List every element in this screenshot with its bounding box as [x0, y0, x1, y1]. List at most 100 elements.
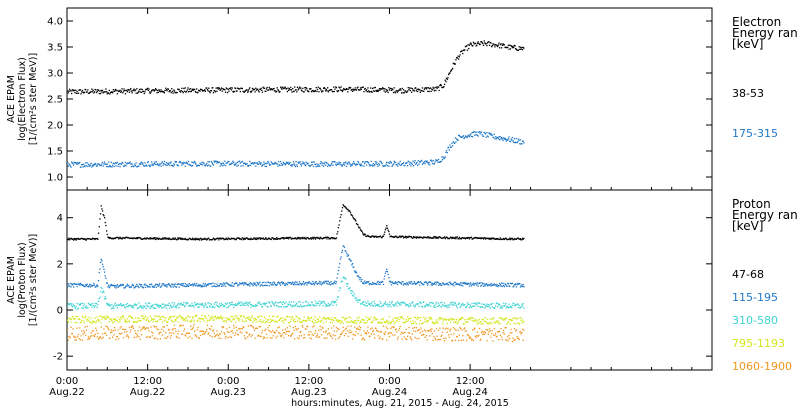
data-point [329, 164, 331, 167]
data-point [124, 328, 127, 331]
data-point [257, 335, 259, 337]
data-point [468, 306, 471, 309]
data-point [165, 304, 167, 306]
data-point [362, 319, 364, 321]
data-point [431, 318, 433, 320]
data-point [486, 329, 489, 331]
data-point [130, 317, 133, 319]
data-point [245, 331, 247, 333]
data-point [417, 236, 419, 239]
data-point [269, 238, 271, 240]
data-point [345, 165, 348, 167]
data-point [143, 326, 145, 328]
data-point [454, 142, 456, 144]
data-point [462, 49, 464, 51]
data-point [124, 286, 127, 288]
data-point [367, 282, 369, 284]
electron-series-1 [67, 130, 525, 168]
data-point [345, 321, 348, 323]
data-point [435, 89, 437, 92]
data-point [79, 322, 82, 324]
data-point [68, 237, 70, 239]
data-point [159, 332, 161, 334]
data-point [112, 318, 114, 320]
data-point [118, 338, 120, 340]
data-point [486, 132, 488, 134]
data-point [334, 334, 336, 337]
data-point [211, 306, 213, 309]
data-point [99, 218, 101, 220]
data-point [313, 284, 315, 286]
data-point [95, 329, 98, 332]
data-point [298, 237, 301, 239]
data-point [222, 88, 224, 90]
data-point [386, 271, 389, 273]
data-point [196, 238, 198, 241]
data-point [411, 281, 413, 283]
data-point [198, 165, 200, 167]
data-point [474, 134, 476, 136]
data-point [108, 161, 110, 163]
data-point [470, 133, 472, 135]
data-point [504, 46, 506, 49]
data-point [113, 165, 115, 168]
data-point [359, 277, 362, 279]
data-point [142, 286, 145, 289]
data-point [232, 332, 234, 334]
data-point [217, 88, 219, 90]
data-point [213, 285, 215, 287]
data-point [411, 322, 413, 325]
data-point [162, 326, 164, 328]
data-point [521, 328, 524, 330]
data-point [211, 336, 213, 338]
data-point [265, 320, 268, 323]
data-point [345, 88, 348, 90]
data-point [342, 89, 344, 91]
x-tick-time-label: 12:00 [294, 376, 323, 387]
data-point [235, 303, 237, 305]
data-point [97, 280, 100, 282]
data-point [267, 89, 269, 91]
data-point [330, 303, 332, 305]
data-point [332, 319, 334, 321]
data-point [159, 163, 161, 165]
data-point [395, 90, 397, 92]
data-point [414, 160, 416, 162]
data-point [142, 162, 144, 164]
data-point [447, 304, 449, 306]
data-point [413, 89, 415, 91]
data-point [511, 332, 513, 334]
data-point [431, 282, 433, 284]
data-point [214, 90, 216, 92]
data-point [104, 275, 106, 277]
data-point [206, 89, 209, 91]
data-point [159, 317, 161, 319]
data-point [249, 90, 252, 93]
data-point [83, 285, 85, 287]
data-point [319, 162, 321, 165]
data-point [194, 301, 196, 304]
data-point [69, 90, 71, 92]
data-point [323, 163, 325, 165]
data-point [172, 328, 174, 330]
data-point [454, 137, 456, 139]
data-point [313, 236, 315, 239]
data-point [224, 337, 227, 339]
data-point [134, 330, 136, 332]
data-point [115, 287, 117, 289]
data-point [372, 305, 374, 307]
data-point [466, 237, 468, 239]
data-point [350, 325, 352, 327]
data-point [478, 282, 481, 285]
data-point [363, 91, 365, 93]
data-point [327, 163, 329, 165]
data-point [117, 286, 119, 288]
data-point [434, 161, 436, 163]
data-point [269, 164, 272, 166]
data-point [213, 303, 215, 305]
electron-y-tick-label: 2.0 [47, 121, 63, 132]
data-point [402, 302, 405, 304]
data-point [363, 330, 365, 332]
data-point [509, 306, 512, 308]
data-point [318, 91, 320, 93]
